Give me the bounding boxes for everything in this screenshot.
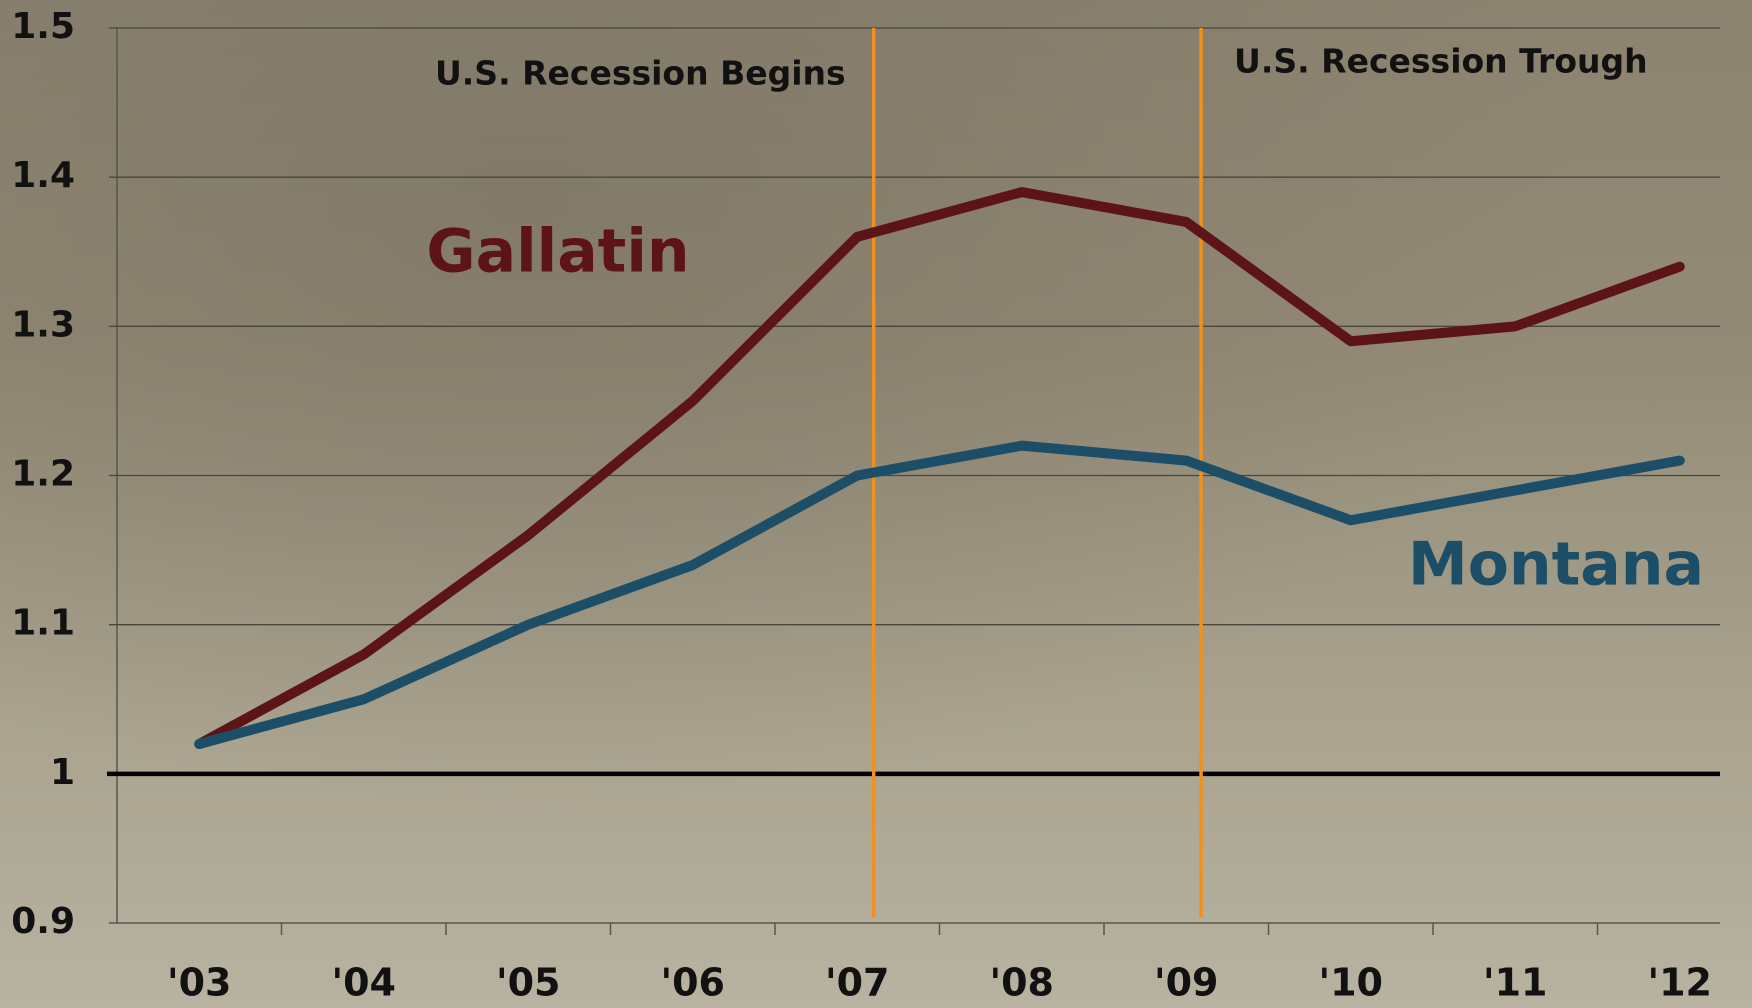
x-tick-label: '04 xyxy=(331,961,396,1005)
x-tick-label: '10 xyxy=(1318,961,1383,1005)
x-tick-label: '03 xyxy=(167,961,232,1005)
y-tick-label: 1 xyxy=(50,752,75,793)
series-label: Gallatin xyxy=(426,217,689,287)
y-tick-label: 1.5 xyxy=(11,6,75,47)
series-label: Montana xyxy=(1408,530,1704,600)
x-tick-label: '05 xyxy=(496,961,561,1005)
series-line xyxy=(194,440,1685,749)
series-line xyxy=(194,187,1685,749)
y-tick-label: 1.1 xyxy=(11,603,75,644)
y-tick-label: 0.9 xyxy=(11,901,75,942)
annotation-text: U.S. Recession Begins xyxy=(435,54,846,93)
annotation-text: U.S. Recession Trough xyxy=(1234,42,1648,81)
y-tick-label: 1.4 xyxy=(11,155,75,196)
x-tick-label: '08 xyxy=(989,961,1054,1005)
y-tick-label: 1.2 xyxy=(11,454,75,495)
x-tick-label: '07 xyxy=(825,961,890,1005)
x-tick-label: '11 xyxy=(1483,961,1548,1005)
x-tick-label: '09 xyxy=(1154,961,1219,1005)
x-tick-label: '06 xyxy=(660,961,725,1005)
x-tick-label: '12 xyxy=(1647,961,1712,1005)
y-tick-label: 1.3 xyxy=(11,304,75,345)
